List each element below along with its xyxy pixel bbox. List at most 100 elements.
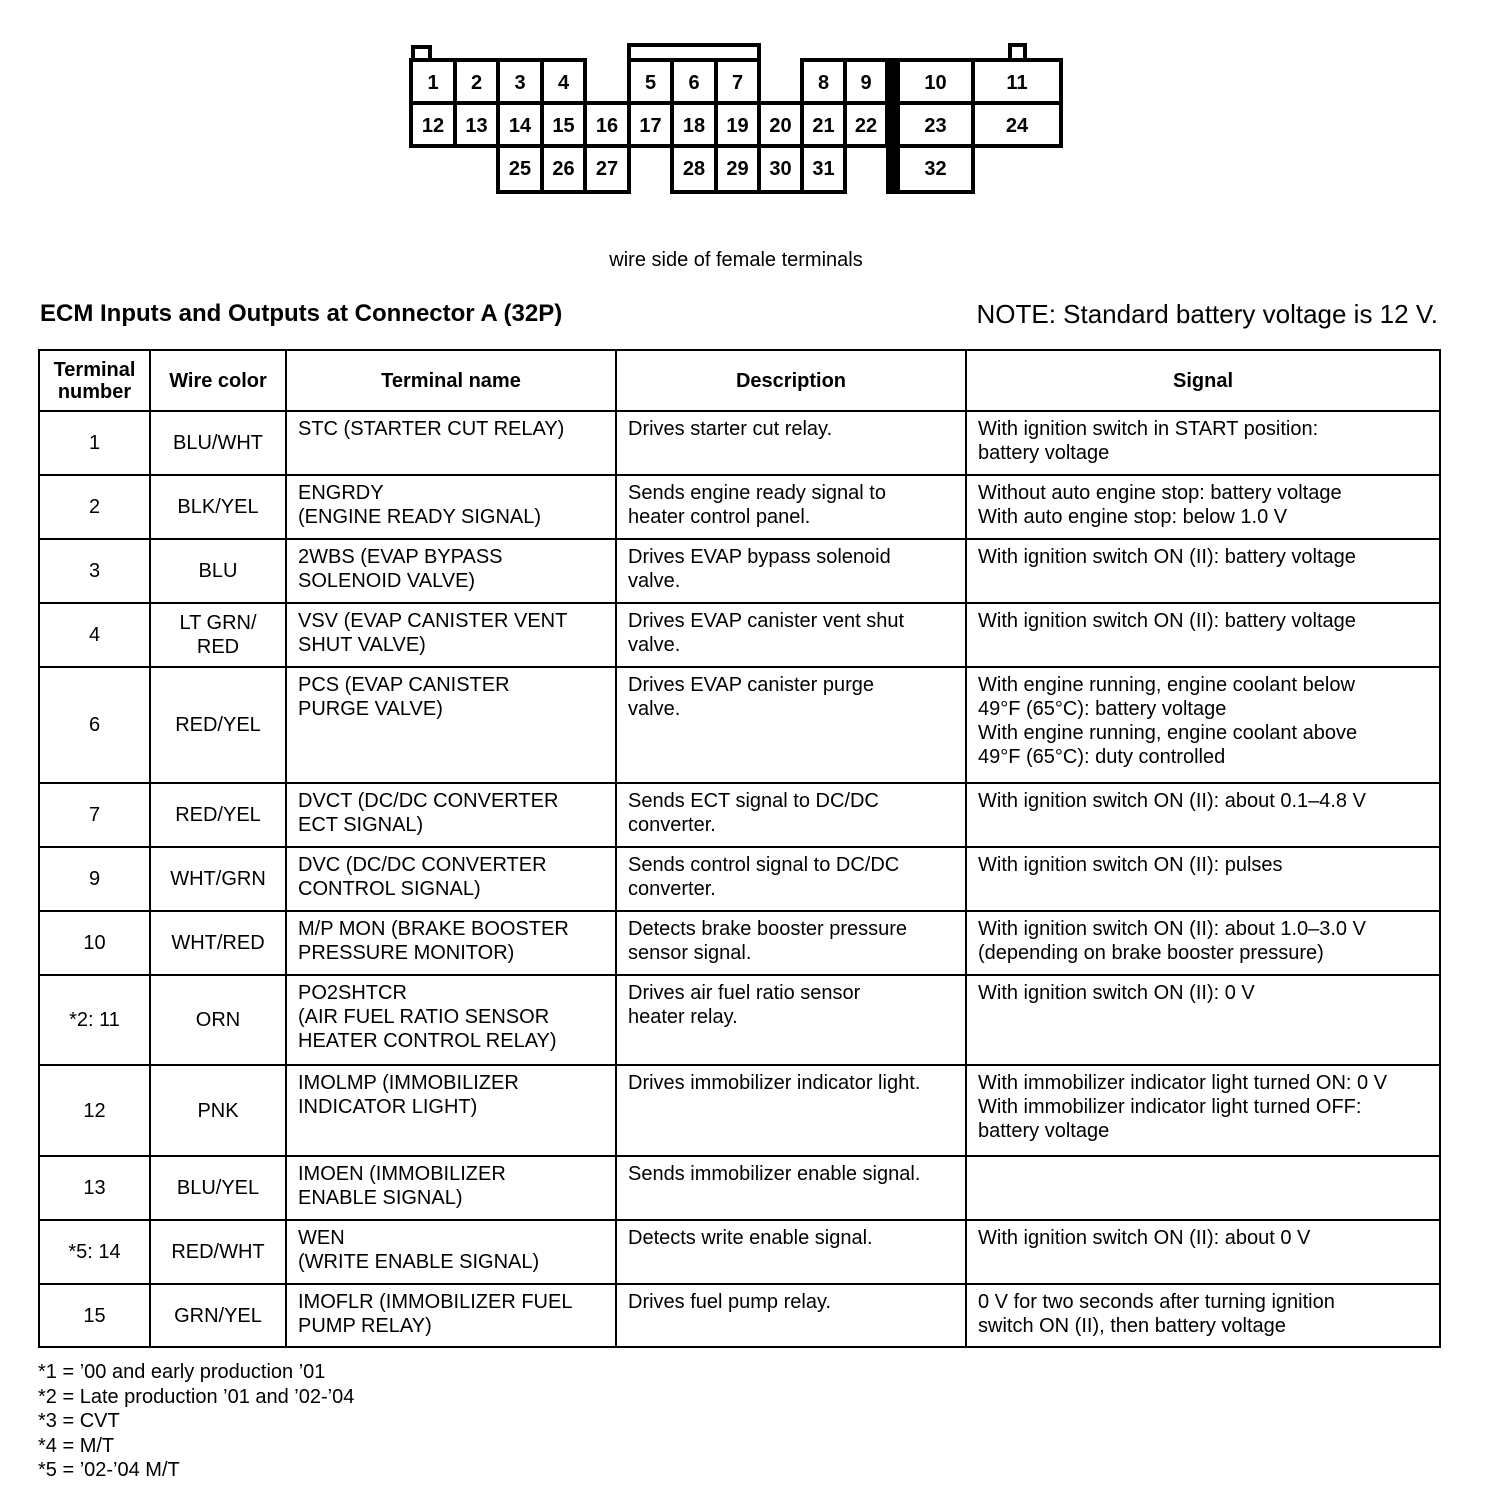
terminal-cell — [896, 144, 975, 194]
wire-color-cell: BLK/YEL — [149, 474, 287, 540]
footnote: *4 = M/T — [38, 1434, 115, 1457]
terminal-name-cell: DVC (DC/DC CONVERTER CONTROL SIGNAL) — [285, 846, 617, 912]
header-description: Description — [615, 349, 967, 412]
table-row: *5: 14 RED/WHT WEN (WRITE ENABLE SIGNAL) De… — [38, 1219, 1441, 1285]
terminal-name-cell: ENGRDY (ENGINE READY SIGNAL) — [285, 474, 617, 540]
table-row: 6 RED/YEL PCS (EVAP CANISTER PURGE VALVE) D… — [38, 666, 1441, 784]
terminal-number-cell: *5: 14 — [38, 1219, 151, 1285]
terminal-number: 26 — [552, 158, 574, 180]
table-row: 13 BLU/YEL IMOEN (IMMOBILIZER ENABLE SIGNA… — [38, 1155, 1441, 1221]
header-wire-color: Wire color — [149, 349, 287, 412]
terminal-number: 31 — [812, 158, 834, 180]
terminal-number: 13 — [465, 115, 487, 137]
terminal-number: 5 — [645, 72, 656, 94]
signal-cell: With ignition switch ON (II): battery vo… — [965, 538, 1441, 604]
terminal-cell — [757, 144, 804, 194]
terminal-number: 21 — [812, 115, 834, 137]
terminal-number: 7 — [732, 72, 743, 94]
connector-caption: wire side of female terminals — [609, 249, 863, 271]
terminal-number: 12 — [422, 115, 444, 137]
terminal-number-cell: 6 — [38, 666, 151, 784]
terminal-number: 10 — [924, 72, 946, 94]
footnote: *3 = CVT — [38, 1410, 120, 1432]
terminal-number: 30 — [769, 158, 791, 180]
terminal-number-cell: 15 — [38, 1283, 151, 1348]
terminal-name-cell: WEN (WRITE ENABLE SIGNAL) — [285, 1219, 617, 1285]
terminal-cell — [800, 144, 847, 194]
table-row: 15 GRN/YEL IMOFLR (IMMOBILIZER FUEL PUMP R… — [38, 1283, 1441, 1348]
terminal-name-cell: IMOFLR (IMMOBILIZER FUEL PUMP RELAY) — [285, 1283, 617, 1348]
footnotes: *1 = ’00 and early production ’01 *2 = L… — [38, 1360, 354, 1483]
wire-color-cell: WHT/RED — [149, 910, 287, 976]
description-cell: Drives starter cut relay. — [615, 410, 967, 476]
description-cell: Sends engine ready signal to heater cont… — [615, 474, 967, 540]
wire-color-cell: ORN — [149, 974, 287, 1066]
wire-color-cell: PNK — [149, 1064, 287, 1157]
signal-cell: With engine running, engine coolant belo… — [965, 666, 1441, 784]
terminal-number-cell: 3 — [38, 538, 151, 604]
table-row: 2 BLK/YEL ENGRDY (ENGINE READY SIGNAL) Send… — [38, 474, 1441, 540]
terminal-cell — [583, 144, 631, 194]
table-row: 9 WHT/GRN DVC (DC/DC CONVERTER CONTROL SIG… — [38, 846, 1441, 912]
table-header: Terminal number Wire color Terminal name… — [38, 349, 1441, 412]
footnote: *1 = ’00 and early production ’01 — [38, 1361, 326, 1383]
terminal-number: 20 — [769, 115, 791, 137]
description-cell: Sends ECT signal to DC/DC converter. — [615, 782, 967, 848]
terminal-cell — [971, 101, 1063, 148]
terminal-number: 14 — [509, 115, 532, 137]
table-row: *2: 11 ORN PO2SHTCR (AIR FUEL RATIO SENSOR… — [38, 974, 1441, 1066]
terminal-number: 22 — [855, 115, 877, 137]
terminal-number: 15 — [552, 115, 574, 137]
terminal-number-cell: 2 — [38, 474, 151, 540]
terminal-name-cell: PCS (EVAP CANISTER PURGE VALVE) — [285, 666, 617, 784]
signal-cell — [965, 1155, 1441, 1221]
signal-cell: With ignition switch ON (II): battery vo… — [965, 602, 1441, 668]
description-cell: Detects write enable signal. — [615, 1219, 967, 1285]
wire-color-cell: BLU/YEL — [149, 1155, 287, 1221]
page-title: ECM Inputs and Outputs at Connector A (3… — [40, 300, 563, 327]
table-row: 7 RED/YEL DVCT (DC/DC CONVERTER ECT SIGNAL… — [38, 782, 1441, 848]
table-row: 4 LT GRN/ RED VSV (EVAP CANISTER VENT SHUT… — [38, 602, 1441, 668]
terminal-number-cell: 12 — [38, 1064, 151, 1157]
battery-note: NOTE: Standard battery voltage is 12 V. — [976, 299, 1438, 329]
terminal-number-cell: *2: 11 — [38, 974, 151, 1066]
description-cell: Sends control signal to DC/DC converter. — [615, 846, 967, 912]
terminal-number: 28 — [683, 158, 705, 180]
signal-cell: With immobilizer indicator light turned … — [965, 1064, 1441, 1157]
terminal-number: 24 — [1006, 115, 1029, 137]
terminal-number: 17 — [639, 115, 661, 137]
wire-color-cell: BLU — [149, 538, 287, 604]
description-cell: Sends immobilizer enable signal. — [615, 1155, 967, 1221]
wire-color-cell: LT GRN/ RED — [149, 602, 287, 668]
wire-color-cell: WHT/GRN — [149, 846, 287, 912]
header-signal: Signal — [965, 349, 1441, 412]
header-terminal-number: Terminal number — [38, 349, 151, 412]
terminal-table: Terminal number Wire color Terminal name… — [38, 349, 1441, 1348]
signal-cell: With ignition switch ON (II): about 1.0–… — [965, 910, 1441, 976]
table-row: 10 WHT/RED M/P MON (BRAKE BOOSTER PRESSURE… — [38, 910, 1441, 976]
terminal-number-cell: 4 — [38, 602, 151, 668]
wire-color-cell: RED/YEL — [149, 666, 287, 784]
description-cell: Drives air fuel ratio sensor heater rela… — [615, 974, 967, 1066]
table-row: 12 PNK IMOLMP (IMMOBILIZER INDICATOR LIGHT… — [38, 1064, 1441, 1157]
terminal-number: 19 — [726, 115, 748, 137]
signal-cell: With ignition switch ON (II): about 0.1–… — [965, 782, 1441, 848]
wire-color-cell: GRN/YEL — [149, 1283, 287, 1348]
description-cell: Drives EVAP canister vent shut valve. — [615, 602, 967, 668]
terminal-name-cell: VSV (EVAP CANISTER VENT SHUT VALVE) — [285, 602, 617, 668]
terminal-name-cell: M/P MON (BRAKE BOOSTER PRESSURE MONITOR) — [285, 910, 617, 976]
footnote: *5 = ’02-’04 M/T — [38, 1459, 180, 1481]
terminal-number: 8 — [818, 72, 829, 94]
terminal-cell — [496, 144, 544, 194]
terminal-name-cell: STC (STARTER CUT RELAY) — [285, 410, 617, 476]
terminal-number: 6 — [688, 72, 699, 94]
terminal-number: 4 — [558, 72, 570, 94]
signal-cell: Without auto engine stop: battery voltag… — [965, 474, 1441, 540]
wire-color-cell: RED/YEL — [149, 782, 287, 848]
terminal-name-cell: IMOEN (IMMOBILIZER ENABLE SIGNAL) — [285, 1155, 617, 1221]
terminal-number-cell: 10 — [38, 910, 151, 976]
table-row: 3 BLU 2WBS (EVAP BYPASS SOLENOID VALVE) Dri… — [38, 538, 1441, 604]
signal-cell: With ignition switch ON (II): pulses — [965, 846, 1441, 912]
terminal-cell — [540, 144, 587, 194]
